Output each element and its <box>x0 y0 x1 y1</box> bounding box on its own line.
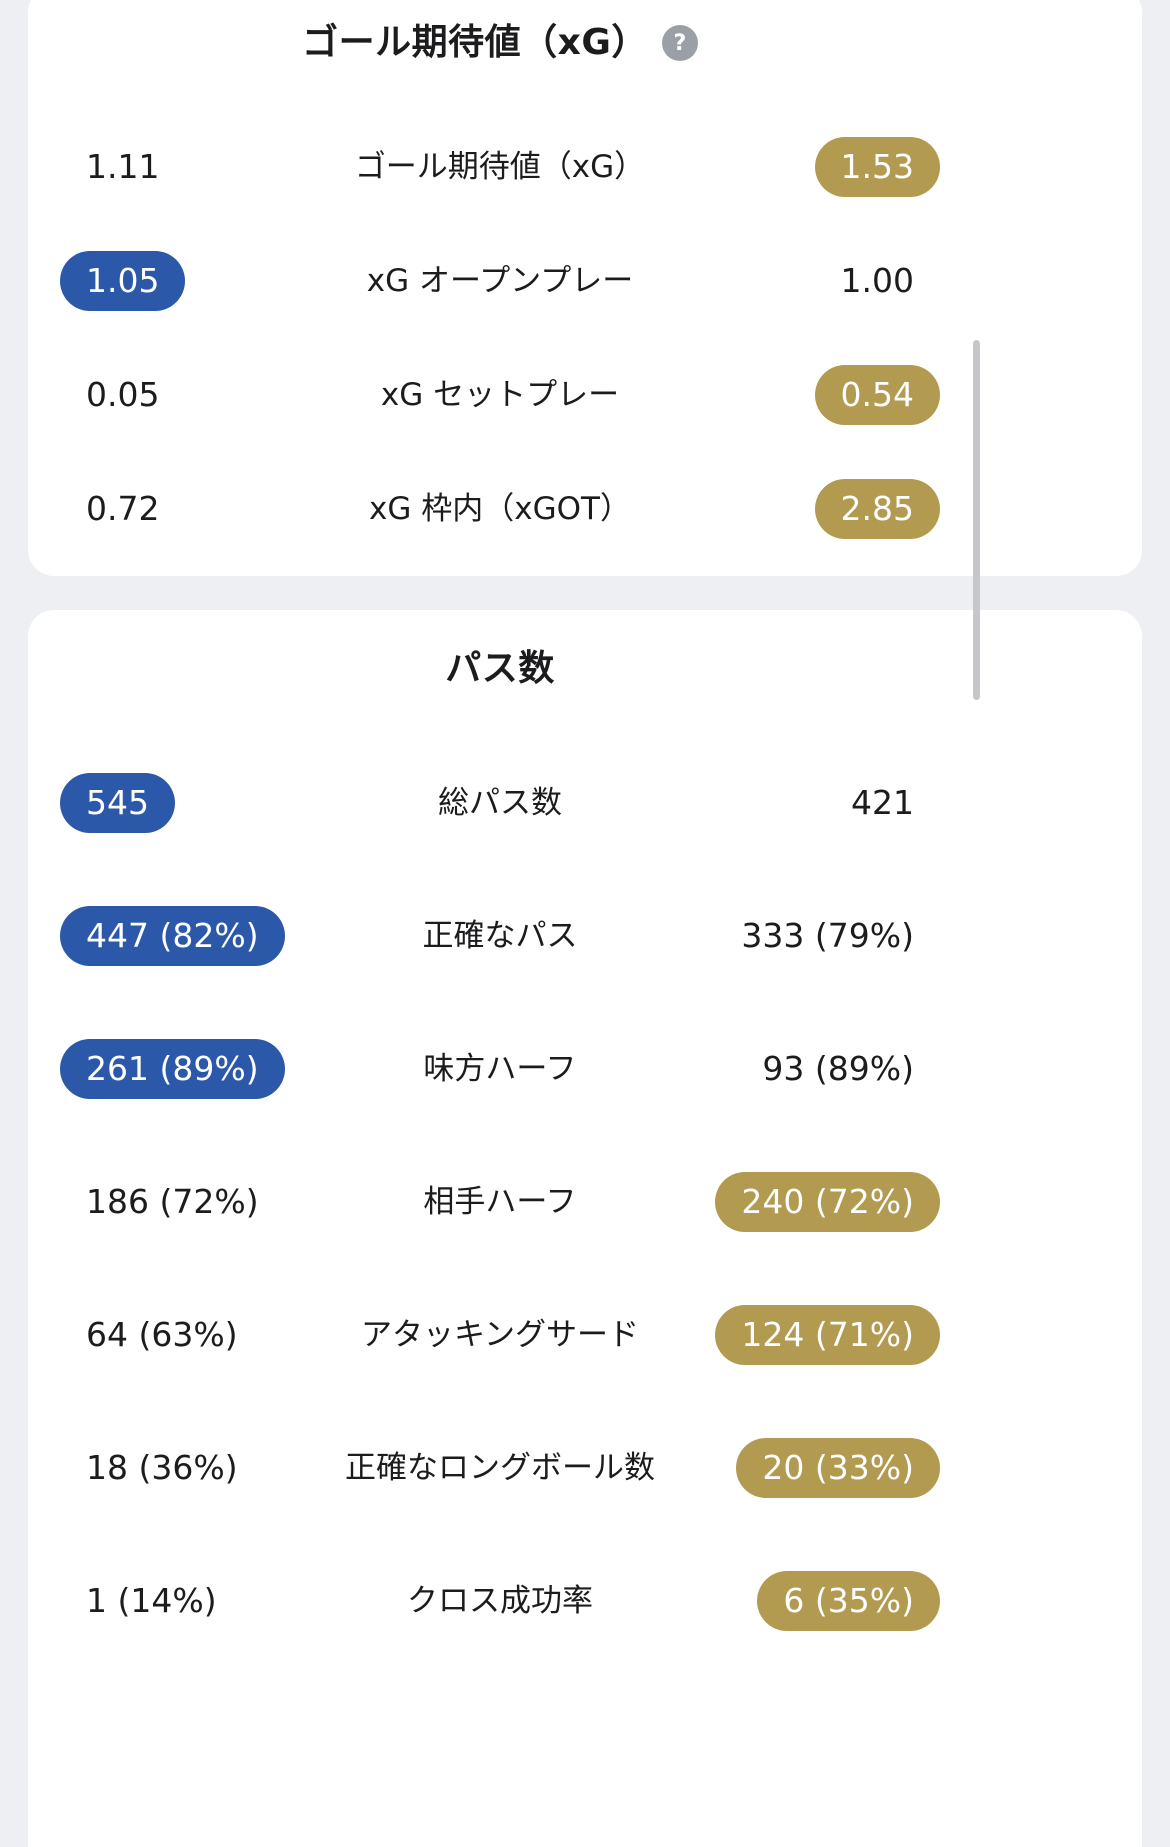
stat-label: ゴール期待値（xG） <box>354 149 646 185</box>
away-cell: 1.53 <box>650 137 940 197</box>
stat-row: 1 (14%) クロス成功率 6 (35%) <box>60 1534 940 1667</box>
home-value: 64 (63%) <box>86 1314 238 1354</box>
home-value: 0.05 <box>86 375 160 414</box>
stat-label: xG 枠内（xGOT） <box>369 491 631 527</box>
stat-label: 正確なロングボール数 <box>345 1449 655 1486</box>
stat-row: 64 (63%) アタッキングサード 124 (71%) <box>60 1268 940 1401</box>
label-cell: 味方ハーフ <box>350 1049 650 1089</box>
help-icon[interactable]: ? <box>661 25 698 61</box>
home-cell: 0.72 <box>60 479 350 539</box>
stat-row: 545 総パス数 421 <box>60 736 940 869</box>
away-value: 6 (35%) <box>757 1570 940 1631</box>
home-value: 1.05 <box>60 251 186 311</box>
away-value: 1.53 <box>814 137 940 197</box>
card-header: パス数 <box>60 646 940 692</box>
away-value: 1.00 <box>840 261 914 300</box>
home-cell: 1.11 <box>60 137 350 197</box>
away-value: 240 (72%) <box>715 1171 940 1232</box>
away-value: 2.85 <box>814 479 940 539</box>
stat-label: 味方ハーフ <box>423 1050 577 1087</box>
card-title: ゴール期待値（xG） <box>302 22 648 63</box>
away-cell: 20 (33%) <box>655 1437 940 1498</box>
away-cell: 93 (89%) <box>650 1039 940 1099</box>
stat-label: 総パス数 <box>438 784 562 821</box>
away-cell: 1.00 <box>650 251 940 311</box>
label-cell: xG オープンプレー <box>350 261 650 301</box>
away-cell: 2.85 <box>650 479 940 539</box>
home-value: 18 (36%) <box>86 1447 238 1487</box>
label-cell: 正確なパス <box>350 916 650 956</box>
stat-label: 正確なパス <box>422 917 578 954</box>
label-cell: 相手ハーフ <box>350 1182 650 1222</box>
home-value: 1 (14%) <box>86 1580 217 1620</box>
home-cell: 186 (72%) <box>60 1172 350 1232</box>
home-value: 1.11 <box>86 147 160 186</box>
card-title: パス数 <box>445 648 555 689</box>
label-cell: xG セットプレー <box>350 375 650 415</box>
stat-label: アタッキングサード <box>360 1316 640 1353</box>
label-cell: クロス成功率 <box>350 1581 650 1621</box>
label-cell: アタッキングサード <box>350 1315 650 1355</box>
away-value: 0.54 <box>814 365 940 425</box>
home-cell: 1 (14%) <box>60 1571 350 1631</box>
away-value: 20 (33%) <box>736 1437 940 1498</box>
home-cell: 1.05 <box>60 251 350 311</box>
stats-card: ゴール期待値（xG） ? 1.11 ゴール期待値（xG） 1.53 1.05 x… <box>28 0 1142 576</box>
stat-row: 18 (36%) 正確なロングボール数 20 (33%) <box>60 1401 940 1534</box>
home-value: 186 (72%) <box>86 1181 259 1221</box>
label-cell: 正確なロングボール数 <box>345 1448 655 1488</box>
home-cell: 64 (63%) <box>60 1305 350 1365</box>
home-value: 0.72 <box>86 489 160 528</box>
home-value: 447 (82%) <box>60 905 285 966</box>
scrollbar[interactable] <box>973 340 980 700</box>
stat-rows: 545 総パス数 421 447 (82%) 正確なパス 333 (79%) 2… <box>60 736 940 1667</box>
stat-label: 相手ハーフ <box>423 1183 577 1220</box>
away-cell: 0.54 <box>650 365 940 425</box>
stat-row: 186 (72%) 相手ハーフ 240 (72%) <box>60 1135 940 1268</box>
stats-card: パス数 545 総パス数 421 447 (82%) 正確なパス 333 (79… <box>28 610 1142 1847</box>
home-value: 545 <box>60 772 175 833</box>
home-value: 261 (89%) <box>60 1038 285 1099</box>
away-cell: 124 (71%) <box>650 1304 940 1365</box>
away-value: 333 (79%) <box>741 915 914 955</box>
away-value: 421 <box>851 782 914 822</box>
stat-rows: 1.11 ゴール期待値（xG） 1.53 1.05 xG オープンプレー 1.0… <box>60 110 940 566</box>
stat-row: 1.05 xG オープンプレー 1.00 <box>60 224 940 338</box>
label-cell: 総パス数 <box>350 783 650 823</box>
home-cell: 545 <box>60 772 350 833</box>
stat-row: 1.11 ゴール期待値（xG） 1.53 <box>60 110 940 224</box>
home-cell: 447 (82%) <box>60 905 350 966</box>
label-cell: ゴール期待値（xG） <box>350 147 650 187</box>
away-cell: 333 (79%) <box>650 906 940 966</box>
stat-row: 0.72 xG 枠内（xGOT） 2.85 <box>60 452 940 566</box>
away-cell: 6 (35%) <box>650 1570 940 1631</box>
away-value: 124 (71%) <box>715 1304 940 1365</box>
stat-label: クロス成功率 <box>407 1582 593 1619</box>
stat-row: 447 (82%) 正確なパス 333 (79%) <box>60 869 940 1002</box>
home-cell: 0.05 <box>60 365 350 425</box>
home-cell: 18 (36%) <box>60 1438 345 1498</box>
away-cell: 240 (72%) <box>650 1171 940 1232</box>
away-value: 93 (89%) <box>762 1048 914 1088</box>
label-cell: xG 枠内（xGOT） <box>350 489 650 529</box>
home-cell: 261 (89%) <box>60 1038 350 1099</box>
card-header: ゴール期待値（xG） ? <box>60 20 940 66</box>
stat-label: xG セットプレー <box>380 377 620 413</box>
stat-row: 261 (89%) 味方ハーフ 93 (89%) <box>60 1002 940 1135</box>
stat-label: xG オープンプレー <box>366 263 634 299</box>
stat-row: 0.05 xG セットプレー 0.54 <box>60 338 940 452</box>
away-cell: 421 <box>650 773 940 833</box>
